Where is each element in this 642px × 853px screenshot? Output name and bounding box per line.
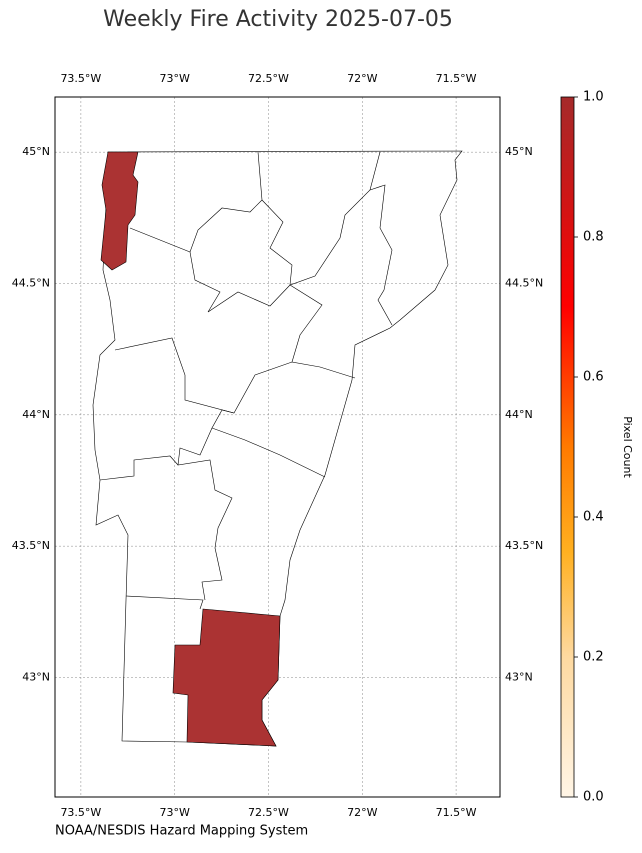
fire-area <box>100 151 139 271</box>
y-tick-label: 43.5°N <box>12 539 50 552</box>
county-line <box>369 184 393 326</box>
y-tick-label: 44°N <box>505 408 533 421</box>
county-line <box>177 427 233 601</box>
colorbar-tick-label: 0.0 <box>583 790 604 805</box>
county-line <box>125 595 204 610</box>
county-line <box>189 251 291 313</box>
x-tick-label: 73.5°W <box>60 72 101 85</box>
x-tick-label: 72.5°W <box>248 72 289 85</box>
county-line <box>261 151 381 286</box>
state-map <box>92 150 463 747</box>
y-tick-label: 45°N <box>22 145 50 158</box>
county-line <box>99 455 179 481</box>
fire-area <box>172 608 281 747</box>
y-tick-label: 44.5°N <box>505 276 543 289</box>
colorbar-tick-label: 0.6 <box>583 370 604 385</box>
x-tick-label: 73.5°W <box>60 806 101 819</box>
x-tick-label: 72°W <box>347 72 377 85</box>
colorbar <box>560 96 575 798</box>
x-tick-label: 71.5°W <box>436 806 477 819</box>
y-tick-label: 43.5°N <box>505 539 543 552</box>
y-tick-label: 43°N <box>505 670 533 683</box>
colorbar-tick-label: 1.0 <box>583 90 604 105</box>
x-tick-label: 73°W <box>160 806 190 819</box>
colorbar-label: Pixel Count <box>621 416 634 478</box>
county-line <box>129 151 263 253</box>
y-tick-label: 44.5°N <box>12 276 50 289</box>
map-frame <box>54 96 501 798</box>
y-tick-label: 45°N <box>505 145 533 158</box>
colorbar-tick-label: 0.4 <box>583 510 604 525</box>
colorbar-tick-label: 0.2 <box>583 650 604 665</box>
x-tick-label: 73°W <box>160 72 190 85</box>
source-note: NOAA/NESDIS Hazard Mapping System <box>55 824 308 839</box>
x-tick-label: 71.5°W <box>436 72 477 85</box>
x-tick-label: 72°W <box>347 806 377 819</box>
county-line <box>114 337 293 414</box>
county-line <box>289 284 356 379</box>
chart-title: Weekly Fire Activity 2025-07-05 <box>103 7 453 32</box>
fire-areas <box>100 151 281 747</box>
county-line <box>211 409 326 478</box>
x-tick-label: 72.5°W <box>248 806 289 819</box>
y-tick-label: 43°N <box>22 670 50 683</box>
y-tick-label: 44°N <box>22 408 50 421</box>
colorbar-tick-label: 0.8 <box>583 230 604 245</box>
